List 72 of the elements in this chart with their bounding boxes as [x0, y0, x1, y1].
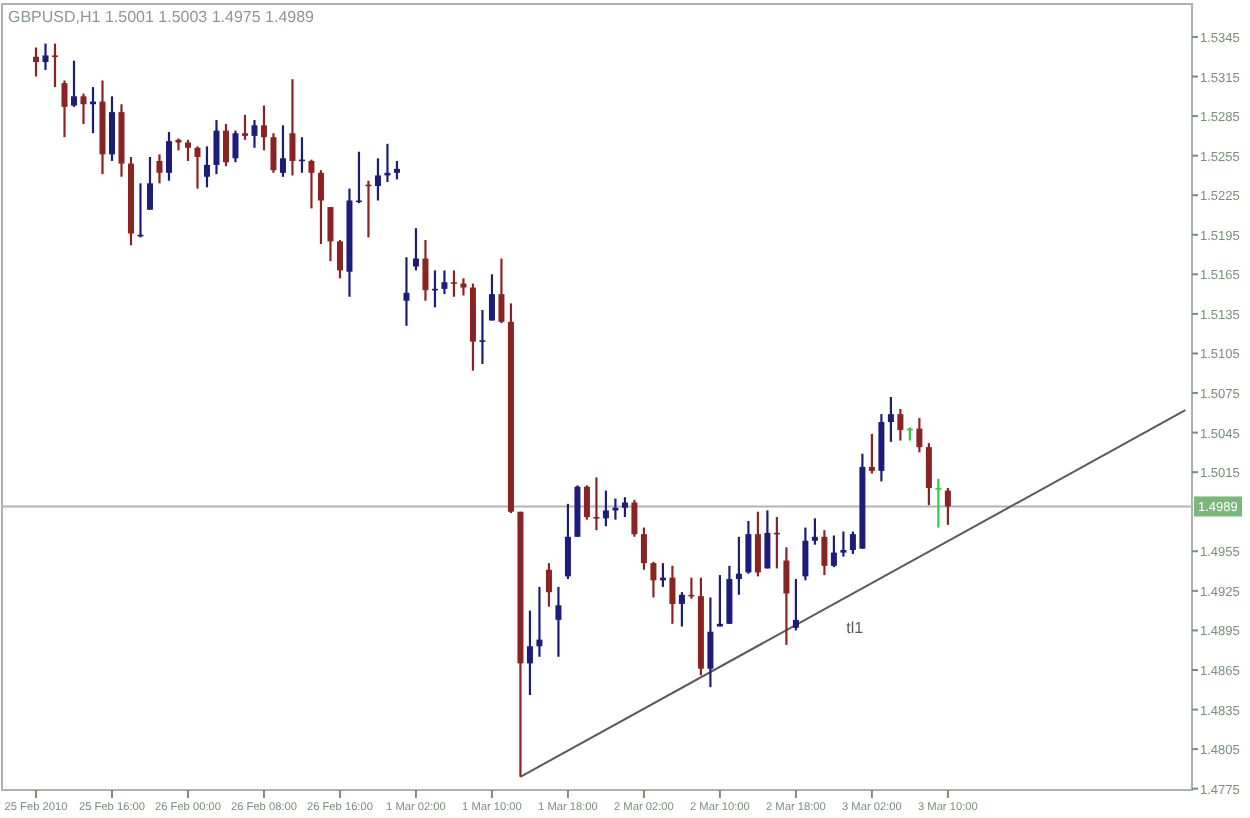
- candlestick: [821, 529, 828, 577]
- candlestick: [840, 530, 847, 558]
- candlestick: [593, 476, 600, 532]
- candlestick: [108, 95, 115, 163]
- candlestick: [545, 562, 552, 608]
- candlestick: [61, 79, 68, 139]
- candlestick: [42, 42, 49, 72]
- candlestick: [944, 486, 951, 527]
- candlestick: [336, 238, 343, 280]
- candlestick: [602, 489, 609, 528]
- candlestick: [536, 585, 543, 658]
- candlestick: [403, 256, 410, 327]
- candlestick: [165, 130, 172, 182]
- candlestick: [393, 159, 400, 181]
- candlestick: [916, 417, 923, 454]
- candlestick: [887, 395, 894, 443]
- candlestick: [555, 585, 562, 658]
- candlestick: [270, 132, 277, 174]
- candlestick: [583, 484, 590, 521]
- candlestick: [156, 153, 163, 185]
- candlestick: [707, 596, 714, 689]
- candlestick: [222, 122, 229, 168]
- candlestick: [488, 273, 495, 322]
- candlestick: [80, 92, 87, 126]
- candlestick: [792, 577, 799, 632]
- candlestick: [317, 169, 324, 246]
- candlestick: [621, 496, 628, 519]
- candlestick: [498, 257, 505, 325]
- candlestick: [279, 124, 286, 178]
- candlestick: [422, 238, 429, 302]
- candlestick: [925, 442, 932, 507]
- candlestick: [754, 510, 761, 578]
- candlestick: [374, 157, 381, 202]
- candlestick: [631, 498, 638, 538]
- candlestick: [184, 138, 191, 163]
- candlestick: [441, 269, 448, 296]
- candlestick: [640, 526, 647, 571]
- candlestick: [260, 104, 267, 152]
- candlestick: [811, 517, 818, 546]
- candlestick: [52, 42, 58, 89]
- candlestick: [802, 526, 809, 582]
- candlestick: [726, 564, 733, 625]
- candlestick: [479, 308, 486, 366]
- candlestick: [650, 560, 657, 599]
- candlestick: [764, 509, 771, 570]
- candlestick: [783, 546, 790, 647]
- candlestick: [897, 407, 904, 442]
- candlestick: [232, 129, 239, 164]
- candlestick: [146, 155, 153, 211]
- series-label: tl1: [846, 619, 865, 638]
- candlestick: [935, 477, 942, 529]
- candlestick: [71, 59, 77, 108]
- candlestick: [868, 432, 875, 475]
- candlestick: [460, 277, 467, 297]
- candlestick: [745, 519, 752, 575]
- candlestick: [830, 534, 837, 569]
- candlestick: [33, 46, 39, 78]
- candlestick: [669, 564, 676, 625]
- candlestick: [450, 269, 457, 298]
- candlestick: [327, 205, 334, 263]
- candlestick: [678, 591, 685, 628]
- candlestick: [203, 145, 210, 189]
- chart-title: GBPUSD,H1 1.5001 1.5003 1.4975 1.4989: [8, 8, 316, 26]
- candlestick: [735, 535, 742, 596]
- candlestick: [241, 113, 248, 141]
- candlestick: [308, 158, 315, 210]
- candlestick: [251, 118, 258, 149]
- candlestick: [213, 118, 220, 176]
- candlestick: [564, 502, 571, 581]
- candlestick: [194, 145, 201, 190]
- candlestick: [289, 78, 296, 177]
- candlestick: [526, 609, 533, 697]
